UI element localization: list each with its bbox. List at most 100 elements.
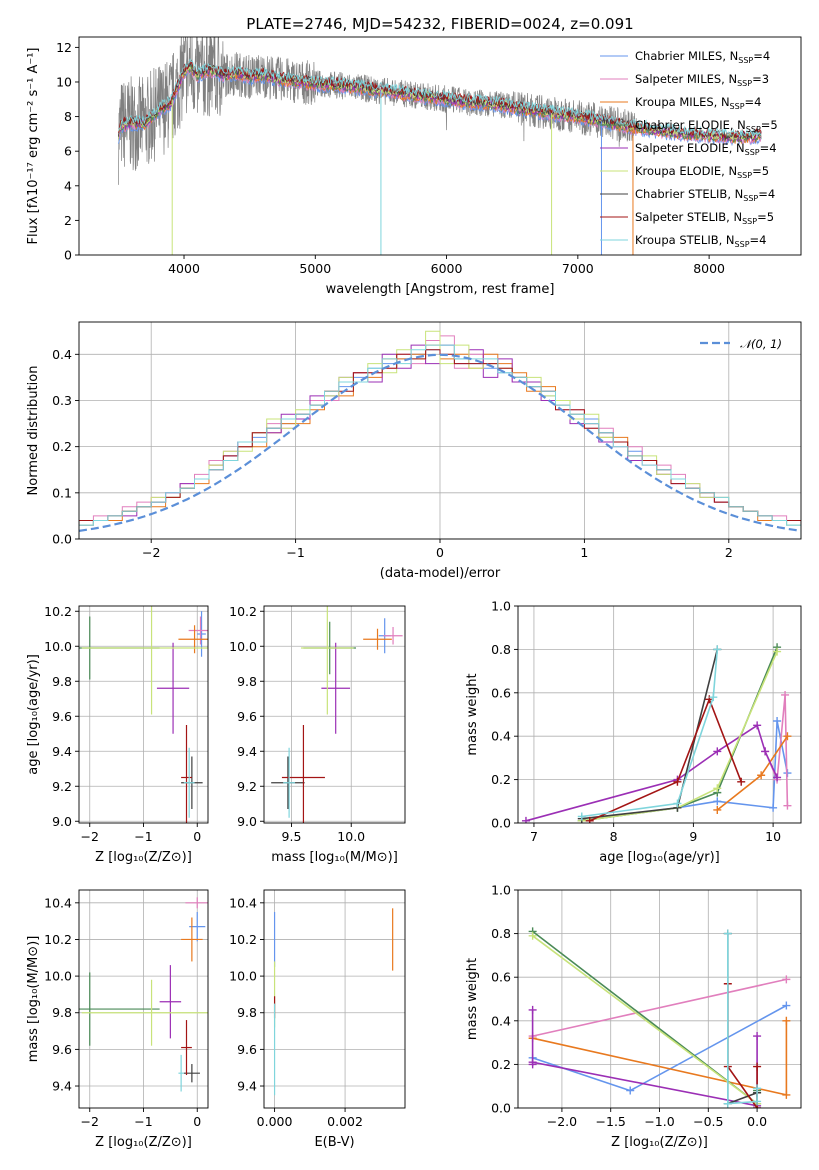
x-tick-label: 10.0 <box>337 829 365 844</box>
data-marker <box>713 784 722 793</box>
x-tick-label: 9 <box>689 829 697 844</box>
legend-subscript: SSP <box>743 194 758 203</box>
panel-massweight_vs_age: 7 8 9 10 0.0 0.2 0.4 0.6 0.8 1.0 age [log₁₀(age/yr… <box>465 599 802 865</box>
errorbar-point <box>185 897 208 909</box>
y-tick-label: 8 <box>64 109 72 124</box>
y-tick-label: 0.8 <box>491 642 511 657</box>
legend-subscript: SSP <box>737 79 752 88</box>
x-axis-label: (data-model)/error <box>380 566 501 581</box>
mass-weight-line <box>525 724 778 822</box>
y-axis-label: Flux [fλ10⁻¹⁷ erg cm⁻² s⁻¹ A⁻¹] <box>26 48 41 245</box>
y-tick-label: 0.4 <box>52 347 72 362</box>
legend-subscript: SSP <box>737 171 752 180</box>
data-marker <box>753 1032 762 1041</box>
data-marker <box>713 747 722 756</box>
y-tick-label: 9.4 <box>237 744 257 759</box>
y-tick-label: 0.0 <box>491 816 511 831</box>
legend-entry: Salpeter STELIB, NSSP=5 <box>635 210 774 226</box>
errorbar-point <box>188 616 208 645</box>
y-tick-label: 9.2 <box>52 779 72 794</box>
x-tick-label: 4000 <box>168 261 200 276</box>
y-tick-label: 10.2 <box>229 604 257 619</box>
y-tick-label: 1.0 <box>491 599 511 614</box>
x-tick-label: 1 <box>580 545 588 560</box>
y-tick-label: 0.2 <box>52 439 72 454</box>
x-tick-label: −1.5 <box>596 1114 626 1129</box>
legend-subscript: SSP <box>742 217 757 226</box>
errorbar-point <box>79 972 160 1046</box>
legend-entry: Kroupa ELODIE, NSSP=5 <box>635 164 769 180</box>
legend-suffix: =5 <box>761 118 778 132</box>
legend-entry: 𝒩(0, 1) <box>740 337 782 351</box>
y-tick-label: 9.8 <box>237 674 257 689</box>
legend-suffix: =4 <box>745 95 762 109</box>
errorbar-point <box>383 627 403 645</box>
x-tick-label: 6000 <box>431 261 463 276</box>
legend-suffix: =4 <box>760 141 777 155</box>
legend-suffix: =4 <box>758 187 775 201</box>
plot-area <box>79 606 208 823</box>
y-tick-label: 0.0 <box>491 1101 511 1116</box>
panel-massweight_vs_Z: −2.0 −1.5 −1.0 −0.5 0.0 0.0 0.2 0.4 0.6 0.8 1.0 Z [… <box>465 883 802 1150</box>
legend-label: Salpeter STELIB, N <box>635 210 742 224</box>
y-tick-label: 0.4 <box>491 729 511 744</box>
mass-weight-line <box>581 651 778 822</box>
data-marker <box>713 645 722 654</box>
data-marker <box>783 801 792 810</box>
y-tick-label: 9.2 <box>237 779 257 794</box>
x-tick-label: −1.0 <box>644 1114 674 1129</box>
data-marker <box>753 1084 762 1093</box>
errorbar-point <box>156 642 190 734</box>
x-tick-label: 0.000 <box>257 1114 293 1129</box>
x-tick-label: −2 <box>81 1114 99 1129</box>
x-tick-label: −0.5 <box>693 1114 723 1129</box>
data-marker <box>723 1099 732 1108</box>
x-axis-label: Z [log₁₀(Z/Z⊙)] <box>95 1135 192 1150</box>
legend-subscript: SSP <box>738 56 753 65</box>
y-tick-label: 10.4 <box>229 895 257 910</box>
y-tick-label: 10.4 <box>44 895 72 910</box>
x-axis-label: mass [log₁₀(M/M⊙)] <box>271 850 398 865</box>
errorbar-point <box>181 917 203 962</box>
x-tick-label: 0.0 <box>747 1114 767 1129</box>
errorbar-point <box>301 606 354 715</box>
data-marker <box>781 690 790 699</box>
panel-age_vs_mass: 9.5 10.0 9.0 9.2 9.4 9.6 9.8 10.0 10.2 mass [log₁… <box>229 604 406 865</box>
errorbar-point <box>81 979 208 1046</box>
panel-residuals: −2 −1 0 1 2 0.0 0.1 0.2 0.3 0.4 (data-model)/error… <box>26 321 802 581</box>
plot-area <box>264 890 405 1108</box>
errorbar-point <box>321 642 351 734</box>
data-marker <box>753 721 762 730</box>
data-marker <box>737 777 746 786</box>
chart-title: PLATE=2746, MJD=54232, FIBERID=0024, z=0… <box>246 15 633 33</box>
x-tick-label: 8 <box>610 829 618 844</box>
model-spectrum-line <box>118 60 762 139</box>
data-marker <box>521 816 530 823</box>
axes-frame <box>517 605 802 824</box>
data-marker <box>773 717 782 726</box>
data-marker <box>773 647 782 656</box>
legend-suffix: =4 <box>753 49 770 63</box>
data-marker <box>761 747 770 756</box>
data-marker <box>673 777 682 786</box>
data-marker <box>782 1016 791 1025</box>
x-tick-label: −2 <box>142 545 160 560</box>
y-tick-label: 9.0 <box>52 814 72 829</box>
legend-subscript: SSP <box>735 240 750 249</box>
legend-entry: Salpeter ELODIE, NSSP=4 <box>635 141 777 157</box>
data-marker <box>757 771 766 780</box>
x-tick-label: 0 <box>193 829 201 844</box>
mass-weight-line <box>589 697 742 822</box>
errorbar-point <box>197 611 206 657</box>
x-tick-label: 0 <box>436 545 444 560</box>
legend-suffix: =5 <box>752 164 769 178</box>
legend-label: Kroupa ELODIE, N <box>635 164 737 178</box>
y-tick-label: 0.8 <box>491 926 511 941</box>
y-tick-label: 10.2 <box>44 604 72 619</box>
data-marker <box>769 803 778 812</box>
data-marker <box>673 799 682 808</box>
y-tick-label: 6 <box>64 144 72 159</box>
observed-spectrum <box>118 37 638 185</box>
mass-weight-line <box>532 978 787 1037</box>
plot-area <box>79 322 801 539</box>
